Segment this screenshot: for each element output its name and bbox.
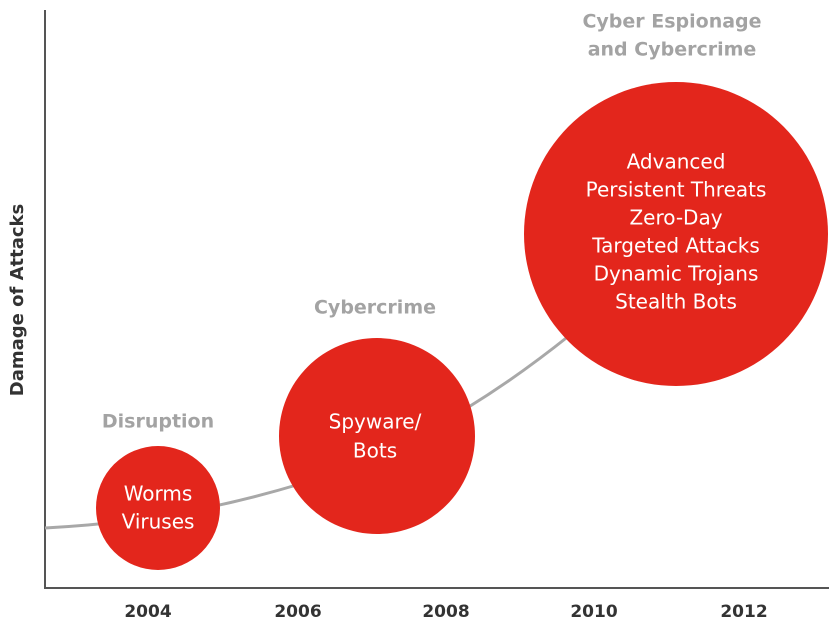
stage-item: Viruses	[122, 510, 195, 534]
stage-item: Persistent Threats	[586, 178, 767, 202]
x-axis-label: 2012	[720, 602, 767, 622]
stage-item: Spyware/	[329, 410, 422, 434]
bubble	[96, 446, 220, 570]
stage-item: Dynamic Trojans	[594, 262, 759, 286]
x-axis-label: 2004	[124, 602, 171, 622]
stage-title: Cybercrime	[314, 297, 436, 319]
stage-item: Advanced	[627, 150, 726, 174]
x-axis-label: 2008	[422, 602, 469, 622]
labels: 2004 2006 2008 2010 2012 Disruption Worms Virus…	[102, 11, 768, 623]
stage-item: Bots	[353, 439, 397, 463]
stage-title: Cyber Espionage	[582, 11, 761, 33]
stage-item: Worms	[124, 482, 193, 506]
stage-title: and Cybercrime	[588, 39, 757, 61]
x-axis-label: 2010	[570, 602, 617, 622]
stage-item: Zero-Day	[629, 206, 722, 230]
stage-title: Disruption	[102, 411, 214, 433]
y-axis-label: Damage of Attacks	[7, 204, 28, 396]
bubble	[279, 338, 475, 534]
x-axis-label: 2006	[274, 602, 321, 622]
bubble	[524, 82, 828, 386]
stage-item: Targeted Attacks	[591, 234, 760, 258]
stage-item: Stealth Bots	[615, 290, 737, 314]
